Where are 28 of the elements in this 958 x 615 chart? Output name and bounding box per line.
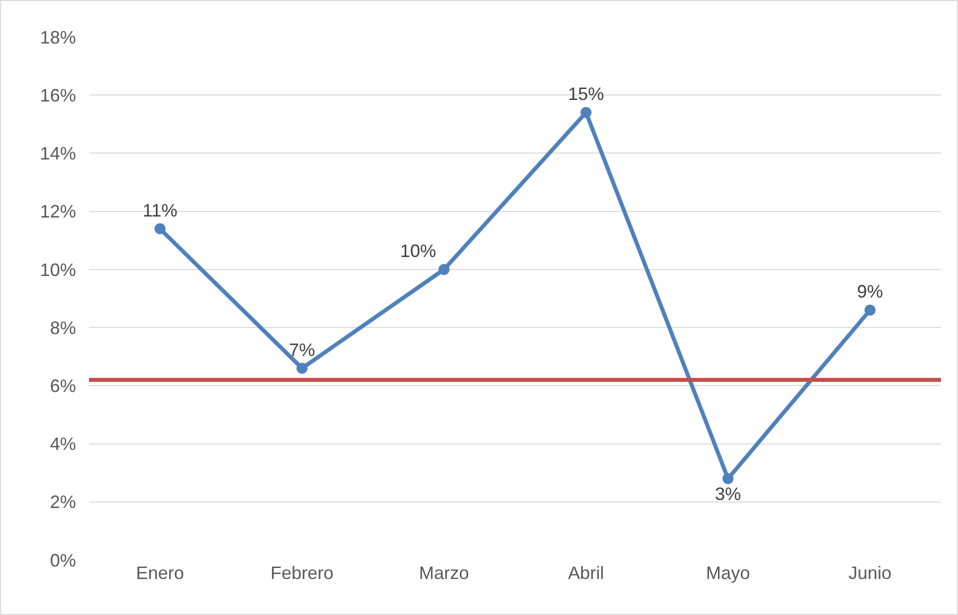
point [154,223,166,234]
point [580,107,592,118]
data-label: 11% [142,200,178,220]
point [864,304,876,316]
y-tick-label: 0% [50,550,76,570]
x-tick-label: Mayo [706,563,750,583]
y-tick-label: 16% [40,85,76,106]
y-tick-label: 14% [40,144,76,164]
x-tick-label: Enero [136,563,184,583]
x-tick-label: Febrero [270,563,334,583]
point [296,362,308,374]
data-label: 7% [288,340,316,360]
y-tick-label: 4% [50,434,76,454]
x-tick-label: Marzo [418,563,470,583]
data-label: 15% [568,84,604,104]
y-tick-label: 10% [40,260,76,280]
y-tick-label: 8% [50,318,76,338]
y-tick-label: 6% [50,376,76,396]
y-tick-label: 12% [40,202,76,222]
x-tick-label: Junio [848,563,892,583]
y-tick-label: 2% [50,492,76,512]
data-label: 10% [400,241,436,262]
point [438,264,450,275]
data-label: 9% [856,282,884,302]
data-label: 3% [714,484,742,504]
point [722,473,734,484]
y-tick-label: 18% [40,27,76,48]
x-tick-label: Abril [568,563,604,583]
